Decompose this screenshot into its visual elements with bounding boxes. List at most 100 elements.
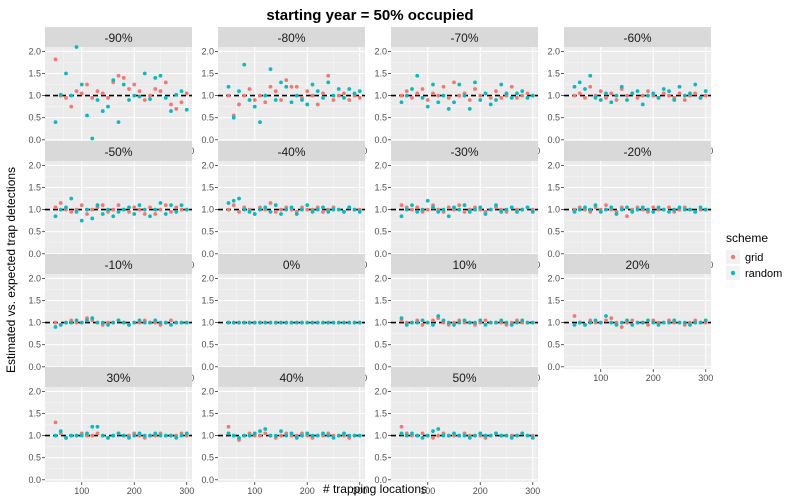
data-point-grid bbox=[420, 431, 425, 436]
panel-strip bbox=[391, 254, 538, 274]
data-point-random bbox=[509, 95, 514, 100]
data-point-random bbox=[69, 320, 74, 325]
data-point-random bbox=[106, 322, 110, 327]
data-point-random bbox=[661, 207, 666, 212]
panel-strip-label: 50% bbox=[452, 371, 476, 385]
legend-item-random: random bbox=[726, 266, 782, 280]
panel-strip-label: 40% bbox=[279, 371, 303, 385]
data-point-random bbox=[625, 98, 629, 102]
data-point-random bbox=[153, 318, 158, 323]
data-point-random bbox=[237, 196, 241, 201]
data-point-grid bbox=[79, 203, 84, 208]
panel-strip bbox=[564, 254, 711, 274]
data-point-random bbox=[520, 207, 525, 212]
data-point-random bbox=[583, 205, 587, 210]
data-point-random bbox=[289, 100, 294, 105]
data-point-random bbox=[127, 435, 131, 440]
y-tick-label: 0.0 bbox=[374, 362, 387, 372]
data-point-grid bbox=[95, 89, 100, 94]
panel-grid: -90% 0.0 0.5 1.0 1.5 2.0 100 200 300 -80% 0.0 0.5 1.… bbox=[28, 27, 713, 496]
data-point-grid bbox=[415, 205, 420, 210]
panel-13: 30% 0.0 0.5 1.0 1.5 2.0 100 200 300 bbox=[28, 367, 194, 496]
data-point-random bbox=[478, 431, 483, 436]
data-point-grid bbox=[446, 205, 451, 210]
panel-strip-label: 30% bbox=[106, 371, 130, 385]
data-point-random bbox=[635, 89, 640, 94]
data-point-random bbox=[420, 318, 425, 323]
data-point-grid bbox=[148, 205, 152, 210]
data-point-grid bbox=[667, 205, 671, 210]
data-point-grid bbox=[520, 93, 525, 98]
data-point-grid bbox=[431, 91, 435, 96]
data-point-random bbox=[525, 433, 530, 438]
data-point-random bbox=[488, 207, 493, 212]
data-point-grid bbox=[609, 316, 614, 321]
data-point-grid bbox=[53, 57, 58, 62]
panel-strip-label: -70% bbox=[450, 31, 478, 45]
data-point-random bbox=[483, 212, 488, 216]
data-point-random bbox=[252, 320, 257, 325]
data-point-random bbox=[331, 435, 336, 440]
data-point-random bbox=[415, 73, 420, 78]
x-tick-label: 100 bbox=[247, 486, 262, 496]
data-point-grid bbox=[69, 104, 74, 109]
data-point-random bbox=[268, 209, 273, 214]
panel-strip bbox=[564, 141, 711, 161]
data-point-grid bbox=[431, 318, 435, 323]
y-tick-label: 0.0 bbox=[28, 135, 41, 145]
legend-key-grid bbox=[730, 254, 736, 260]
y-axis-ticks: 0.0 0.5 1.0 1.5 2.0 bbox=[201, 46, 218, 145]
data-point-random bbox=[698, 205, 703, 210]
y-tick-label: 0.0 bbox=[547, 249, 560, 259]
data-point-random bbox=[179, 89, 184, 94]
data-point-random bbox=[588, 73, 593, 78]
data-point-random bbox=[515, 433, 519, 438]
data-point-grid bbox=[399, 93, 404, 98]
data-point-grid bbox=[294, 84, 299, 89]
panel-strip-label: -50% bbox=[104, 145, 132, 159]
panel-points bbox=[226, 424, 362, 442]
data-point-random bbox=[336, 207, 341, 212]
data-point-random bbox=[153, 76, 158, 80]
data-point-random bbox=[142, 433, 147, 438]
data-point-random bbox=[279, 429, 283, 434]
panel-strip bbox=[45, 27, 192, 47]
data-point-random bbox=[268, 433, 273, 438]
data-point-random bbox=[226, 431, 231, 436]
data-point-random bbox=[289, 431, 294, 436]
y-tick-label: 1.5 bbox=[28, 69, 41, 79]
data-point-random bbox=[106, 207, 110, 212]
data-point-grid bbox=[682, 98, 687, 102]
data-point-random bbox=[483, 322, 488, 327]
y-tick-label: 0.0 bbox=[201, 362, 214, 372]
data-point-grid bbox=[237, 102, 241, 107]
data-point-grid bbox=[478, 93, 483, 98]
data-point-grid bbox=[121, 76, 126, 80]
data-point-grid bbox=[100, 203, 105, 208]
data-point-grid bbox=[305, 207, 310, 212]
data-point-random bbox=[148, 320, 152, 325]
data-point-random bbox=[284, 84, 289, 89]
data-point-random bbox=[509, 205, 514, 210]
data-point-random bbox=[441, 93, 446, 98]
data-point-random bbox=[431, 429, 435, 434]
data-point-grid bbox=[258, 93, 262, 98]
y-tick-label: 0.5 bbox=[374, 227, 387, 237]
panel-strip-label: -10% bbox=[104, 258, 132, 272]
data-point-grid bbox=[336, 93, 341, 98]
x-tick-label: 200 bbox=[646, 373, 661, 383]
data-point-random bbox=[404, 207, 409, 212]
y-tick-label: 2.0 bbox=[28, 160, 41, 170]
data-point-random bbox=[593, 203, 598, 208]
data-point-grid bbox=[74, 89, 79, 94]
data-point-random bbox=[693, 320, 698, 325]
data-point-grid bbox=[577, 91, 582, 96]
data-point-grid bbox=[279, 207, 283, 212]
data-point-random bbox=[148, 433, 152, 438]
data-point-grid bbox=[226, 93, 231, 98]
data-point-grid bbox=[148, 93, 152, 98]
data-point-random bbox=[525, 205, 530, 210]
data-point-random bbox=[488, 433, 493, 438]
data-point-random bbox=[226, 201, 231, 205]
data-point-grid bbox=[273, 89, 278, 94]
